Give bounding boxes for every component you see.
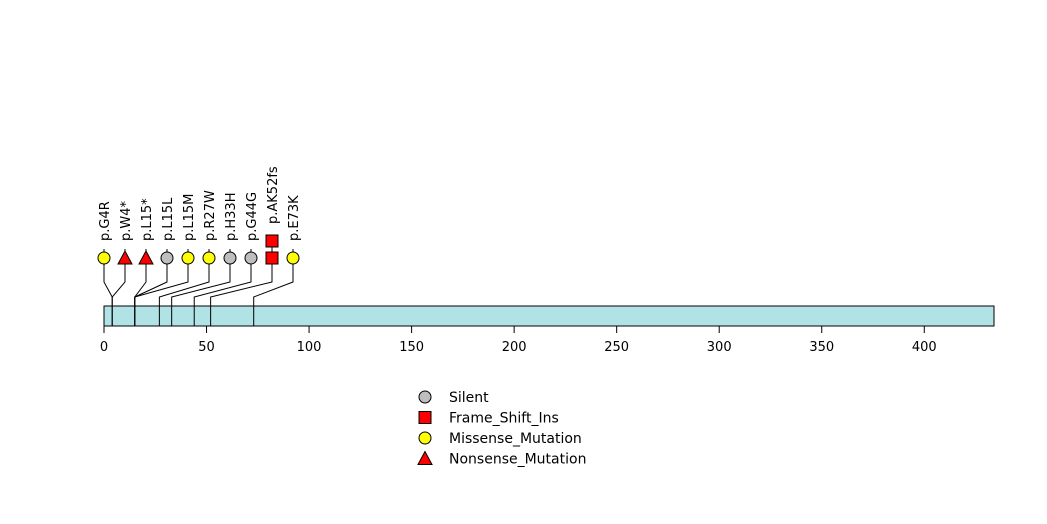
mutation-label: p.R27W bbox=[203, 190, 218, 241]
legend: Silent Frame_Shift_Ins Missense_Mutation No… bbox=[417, 390, 586, 468]
x-tick-label: 200 bbox=[502, 340, 527, 355]
mutation-marker bbox=[97, 251, 111, 265]
legend-label: Missense_Mutation bbox=[449, 431, 582, 447]
mutation-marker bbox=[181, 251, 195, 265]
mutation-label: p.G4R bbox=[98, 201, 113, 241]
mutation-connector bbox=[111, 249, 126, 326]
mutation-label: p.L15M bbox=[182, 194, 197, 241]
x-tick-label: 300 bbox=[707, 340, 732, 355]
legend-marker bbox=[418, 390, 432, 404]
mutation-labels: p.G4R p.W4* p.L15* p.L15L p.L15M p.R27W p.H33H… bbox=[98, 166, 302, 241]
mutation-marker bbox=[223, 251, 237, 265]
mutation-marker bbox=[160, 251, 174, 265]
legend-label: Frame_Shift_Ins bbox=[449, 411, 559, 427]
legend-label: Silent bbox=[449, 390, 489, 406]
protein-bar bbox=[103, 305, 995, 327]
mutation-connector bbox=[193, 249, 252, 326]
mutation-marker bbox=[117, 249, 133, 265]
mutation-marker bbox=[138, 249, 154, 265]
x-tick-label: 100 bbox=[297, 340, 322, 355]
mutation-label: p.AK52fs bbox=[266, 166, 281, 224]
x-tick-label: 400 bbox=[912, 340, 937, 355]
mutation-marker bbox=[286, 251, 300, 265]
mutation-connector bbox=[134, 249, 189, 326]
legend-marker bbox=[418, 431, 432, 445]
x-tick-label: 250 bbox=[604, 340, 629, 355]
x-tick-label: 50 bbox=[198, 340, 215, 355]
mutation-connector bbox=[158, 249, 210, 326]
mutation-label: p.L15* bbox=[140, 198, 155, 241]
mutation-label: p.G44G bbox=[245, 192, 260, 241]
x-tick-label: 150 bbox=[399, 340, 424, 355]
legend-marker bbox=[417, 450, 433, 465]
mutation-connector bbox=[171, 249, 231, 326]
mutation-marker bbox=[265, 234, 279, 248]
mutation-connector bbox=[210, 249, 273, 326]
mutation-label: p.H33H bbox=[224, 193, 239, 241]
mutation-connector bbox=[253, 249, 294, 326]
mutation-marker bbox=[265, 251, 279, 265]
x-tick-label: 0 bbox=[100, 340, 108, 355]
x-axis-ticks: 0 50 100 150 200 250 300 350 400 bbox=[100, 326, 937, 355]
mutation-marker bbox=[202, 251, 216, 265]
mutation-label: p.L15L bbox=[161, 197, 176, 241]
mutation-markers bbox=[97, 234, 300, 265]
legend-label: Nonsense_Mutation bbox=[449, 452, 586, 468]
mutation-marker bbox=[244, 251, 258, 265]
connector-lines bbox=[103, 241, 294, 326]
mutation-label: p.E73K bbox=[287, 195, 302, 241]
x-tick-label: 350 bbox=[809, 340, 834, 355]
legend-marker bbox=[418, 411, 432, 424]
mutation-label: p.W4* bbox=[119, 200, 134, 241]
